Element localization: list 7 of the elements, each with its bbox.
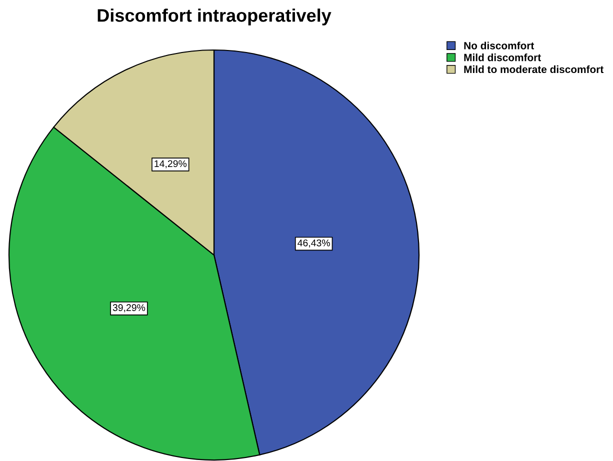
data-label: 14,29%: [154, 160, 187, 168]
legend-label: Mild discomfort: [464, 54, 541, 62]
legend-label: Mild to moderate discomfort: [464, 65, 604, 74]
legend-label: No discomfort: [464, 42, 534, 50]
chart-title: Discomfort intraoperatively: [98, 8, 332, 26]
data-label: 39,29%: [112, 304, 146, 312]
data-label: 46,43%: [298, 239, 330, 248]
